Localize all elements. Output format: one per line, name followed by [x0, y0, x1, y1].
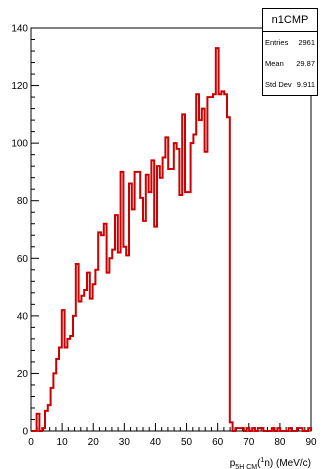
y-tick-label: 20: [17, 369, 29, 380]
x-tick-label: 80: [274, 437, 286, 448]
y-tick-label: 0: [22, 427, 28, 438]
stats-title: n1CMP: [263, 9, 317, 32]
stats-box: n1CMP Entries 2961 Mean 29.87 Std Dev 9.…: [262, 8, 318, 96]
y-tick-label: 60: [17, 254, 29, 265]
plot-border: [30, 27, 312, 432]
x-tick-label: 70: [243, 437, 255, 448]
std-value: 9.911: [296, 80, 315, 89]
y-tick-label: 100: [11, 139, 28, 150]
x-tick-label: 20: [88, 437, 100, 448]
entries-label: Entries: [265, 38, 289, 47]
x-tick-label: 0: [28, 437, 34, 448]
stats-entries-row: Entries 2961: [263, 32, 317, 53]
axis-tick-labels: 0 10 20 30 40 50 60 70 80 90 0 20 40 60 80 100 120 140: [11, 24, 317, 449]
x-tick-label: 60: [212, 437, 224, 448]
histogram-line: [31, 47, 312, 432]
y-tick-label: 120: [11, 81, 28, 92]
mean-label: Mean: [265, 59, 284, 68]
stats-std-row: Std Dev 9.911: [263, 74, 317, 95]
y-tick-label: 140: [11, 24, 28, 35]
x-tick-label: 30: [119, 437, 131, 448]
plot-frame: [30, 27, 312, 432]
mean-value: 29.87: [296, 59, 315, 68]
y-tick-label: 40: [17, 311, 29, 322]
std-label: Std Dev: [265, 80, 292, 89]
x-tick-label: 40: [150, 437, 162, 448]
x-tick-label: 10: [57, 437, 69, 448]
entries-value: 2961: [298, 38, 315, 47]
y-tick-label: 80: [17, 196, 29, 207]
stats-mean-row: Mean 29.87: [263, 53, 317, 74]
x-axis-label: p5H CM(1n) (MeV/c): [230, 457, 311, 469]
x-tick-label: 90: [305, 437, 317, 448]
x-tick-label: 50: [181, 437, 193, 448]
